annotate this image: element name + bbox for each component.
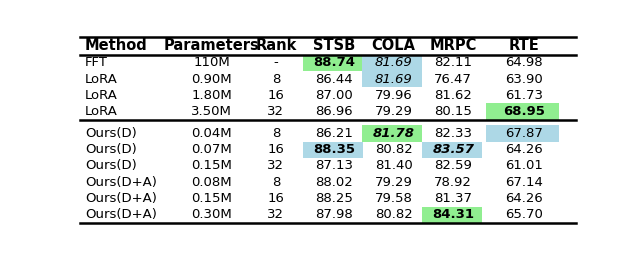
Text: 79.58: 79.58 [375,192,413,205]
Text: 8: 8 [272,72,280,86]
Bar [362,71,422,87]
Text: 81.69: 81.69 [375,72,413,86]
Text: 81.78: 81.78 [372,127,415,140]
Text: 80.82: 80.82 [375,143,413,156]
Text: 87.00: 87.00 [316,89,353,102]
Text: 88.25: 88.25 [316,192,353,205]
Text: Ours(D+A): Ours(D+A) [85,176,157,189]
Text: 16: 16 [268,143,284,156]
Text: 8: 8 [272,127,280,140]
Text: 61.01: 61.01 [505,159,543,172]
Text: 32: 32 [268,105,284,118]
Text: 0.30M: 0.30M [191,208,232,221]
Text: 84.31: 84.31 [432,208,474,221]
Text: 65.70: 65.70 [505,208,543,221]
Text: 3.50M: 3.50M [191,105,232,118]
Bar [486,103,559,120]
Text: 16: 16 [268,89,284,102]
Text: 81.62: 81.62 [435,89,472,102]
Text: Rank: Rank [255,38,296,53]
Text: 88.35: 88.35 [313,143,355,156]
Text: 86.44: 86.44 [316,72,353,86]
Bar [486,125,559,142]
Bar [303,142,363,158]
Text: 79.29: 79.29 [375,105,413,118]
Text: 88.02: 88.02 [316,176,353,189]
Text: 0.07M: 0.07M [191,143,232,156]
Text: 79.96: 79.96 [375,89,413,102]
Text: COLA: COLA [372,38,416,53]
Text: 87.13: 87.13 [316,159,353,172]
Text: 86.96: 86.96 [316,105,353,118]
Text: 0.15M: 0.15M [191,159,232,172]
Text: 86.21: 86.21 [316,127,353,140]
Text: FFT: FFT [85,56,108,69]
Text: 64.26: 64.26 [505,143,543,156]
Bar [422,207,482,223]
Text: LoRA: LoRA [85,72,118,86]
Text: 0.15M: 0.15M [191,192,232,205]
Text: 83.57: 83.57 [432,143,474,156]
Text: 16: 16 [268,192,284,205]
Text: RTE: RTE [509,38,540,53]
Text: 80.82: 80.82 [375,208,413,221]
Text: LoRA: LoRA [85,89,118,102]
Text: 87.98: 87.98 [316,208,353,221]
Text: 67.14: 67.14 [505,176,543,189]
Text: 1.80M: 1.80M [191,89,232,102]
Bar [362,55,422,71]
Text: 0.04M: 0.04M [191,127,232,140]
Bar [303,55,363,71]
Text: -: - [273,56,278,69]
Text: Ours(D): Ours(D) [85,143,137,156]
Text: LoRA: LoRA [85,105,118,118]
Text: 63.90: 63.90 [505,72,543,86]
Text: 32: 32 [268,159,284,172]
Bar [362,125,422,142]
Text: MRPC: MRPC [429,38,477,53]
Text: 64.98: 64.98 [505,56,543,69]
Text: 81.69: 81.69 [375,56,413,69]
Text: Ours(D): Ours(D) [85,159,137,172]
Text: 67.87: 67.87 [505,127,543,140]
Text: 110M: 110M [193,56,230,69]
Text: 82.59: 82.59 [435,159,472,172]
Text: 81.40: 81.40 [375,159,413,172]
Text: Ours(D+A): Ours(D+A) [85,192,157,205]
Text: 80.15: 80.15 [435,105,472,118]
Text: 32: 32 [268,208,284,221]
Text: 82.11: 82.11 [434,56,472,69]
Text: 68.95: 68.95 [503,105,545,118]
Text: 78.92: 78.92 [435,176,472,189]
Text: 0.90M: 0.90M [191,72,232,86]
Text: Method: Method [85,38,148,53]
Text: 76.47: 76.47 [435,72,472,86]
Text: STSB: STSB [313,38,355,53]
Text: 79.29: 79.29 [375,176,413,189]
Text: 61.73: 61.73 [505,89,543,102]
Text: 88.74: 88.74 [313,56,355,69]
Text: Ours(D): Ours(D) [85,127,137,140]
Text: Parameters: Parameters [164,38,259,53]
Text: 64.26: 64.26 [505,192,543,205]
Text: Ours(D+A): Ours(D+A) [85,208,157,221]
Text: 0.08M: 0.08M [191,176,232,189]
Text: 82.33: 82.33 [434,127,472,140]
Bar [422,142,482,158]
Text: 81.37: 81.37 [434,192,472,205]
Text: 8: 8 [272,176,280,189]
